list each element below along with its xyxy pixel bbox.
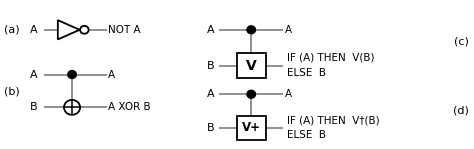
Bar: [237, 116, 266, 140]
Text: V+: V+: [242, 121, 261, 134]
Text: (b): (b): [4, 86, 19, 96]
Polygon shape: [58, 20, 80, 39]
Text: A: A: [30, 69, 38, 80]
Circle shape: [247, 90, 255, 98]
Text: (c): (c): [455, 37, 469, 47]
Circle shape: [247, 26, 255, 34]
Text: A: A: [108, 69, 115, 80]
Text: NOT A: NOT A: [108, 25, 141, 35]
Text: (d): (d): [454, 105, 469, 115]
Text: A: A: [30, 25, 38, 35]
Text: IF (A) THEN  V†(B): IF (A) THEN V†(B): [287, 115, 379, 125]
Circle shape: [68, 71, 76, 78]
Text: A: A: [285, 25, 292, 35]
Text: ELSE  B: ELSE B: [287, 68, 326, 78]
Text: IF (A) THEN  V(B): IF (A) THEN V(B): [287, 53, 374, 63]
Circle shape: [80, 26, 89, 34]
Text: A: A: [285, 89, 292, 99]
Circle shape: [64, 100, 80, 115]
Text: B: B: [30, 102, 38, 112]
Bar: [237, 53, 266, 78]
Text: (a): (a): [4, 25, 19, 35]
Text: ELSE  B: ELSE B: [287, 130, 326, 140]
Text: A XOR B: A XOR B: [108, 102, 151, 112]
Text: B: B: [207, 123, 215, 133]
Text: A: A: [207, 89, 215, 99]
Text: V: V: [246, 59, 256, 73]
Text: B: B: [207, 61, 215, 71]
Text: A: A: [207, 25, 215, 35]
